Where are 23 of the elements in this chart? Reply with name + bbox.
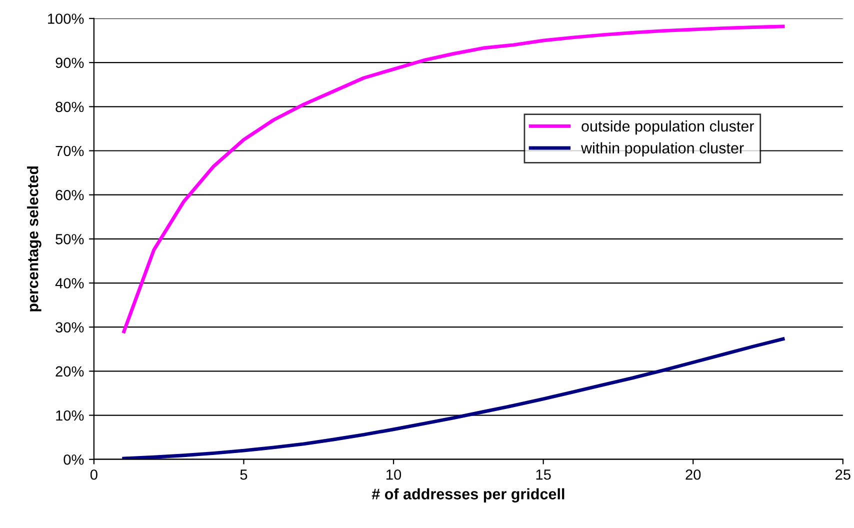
x-tick-label: 0 [90,469,98,480]
x-tick-label: 10 [386,469,402,480]
line-series [122,337,785,460]
y-tick-label: 80% [56,102,84,112]
y-tick-label: 100% [48,14,84,24]
y-tick-label: 40% [55,278,84,288]
legend-label: outside population cluster [582,120,754,135]
x-tick-label: 5 [240,470,248,480]
y-tick-label: 70% [56,146,84,156]
y-axis-title: percentage selected [27,166,42,312]
x-tick-label: 25 [836,469,850,480]
y-tick-label: 0% [64,454,84,465]
x-axis-title: # of addresses per gridcell [372,488,564,503]
y-tick-label: 90% [56,58,84,68]
y-tick-label: 10% [56,410,84,421]
y-tick-label: 30% [56,322,84,333]
y-tick-label: 60% [56,190,84,200]
y-tick-label: 20% [56,366,84,377]
x-tick-label: 20 [686,469,701,480]
legend-label: within population cluster [580,142,744,157]
x-tick-label: 15 [536,470,551,480]
line-series [122,24,785,334]
y-tick-label: 50% [56,234,84,244]
